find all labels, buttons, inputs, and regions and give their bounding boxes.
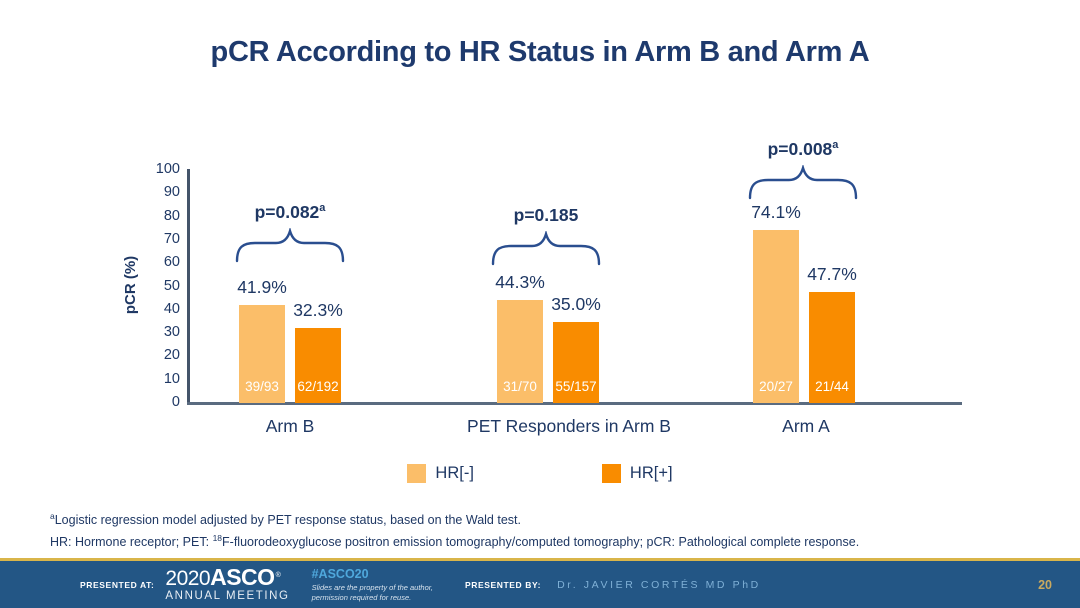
y-axis-tick-label: 80 <box>163 207 180 224</box>
curly-brace-icon <box>235 228 345 263</box>
legend-swatch-hr-negative <box>407 464 427 483</box>
footnote-statistics: aLogistic regression model adjusted by P… <box>50 511 521 528</box>
y-axis-tick-label: 100 <box>155 161 180 177</box>
y-axis-tick-label: 50 <box>163 277 180 294</box>
chart-legend: HR[-] HR[+] <box>0 464 1080 483</box>
footnote-abbreviations: HR: Hormone receptor; PET: 18F-fluorodeo… <box>50 533 860 550</box>
logo-year: 2020 <box>165 567 211 591</box>
bar-fraction-label: 20/27 <box>759 379 793 394</box>
y-axis-tick-label: 30 <box>163 324 180 341</box>
pvalue-label: p=0.185 <box>513 205 579 225</box>
bar-value-label: 32.3% <box>293 299 343 320</box>
legend-item-hr-positive: HR[+] <box>601 464 673 483</box>
presented-at-label: PRESENTED AT: <box>80 579 155 590</box>
bar-fraction-label: 62/192 <box>297 379 339 394</box>
x-axis-line <box>187 402 962 405</box>
y-axis-tick-label: 90 <box>163 184 180 201</box>
y-axis-tick-label: 70 <box>163 230 180 247</box>
legend-item-hr-negative: HR[-] <box>407 464 474 483</box>
x-axis-label-petResponders: PET Responders in Arm B <box>467 416 671 436</box>
bar-armA-hr-negative: 74.1% 20/27 <box>751 202 801 403</box>
bar-value-label: 44.3% <box>495 271 545 292</box>
curly-brace-icon <box>748 165 858 200</box>
y-axis-tick-label: 40 <box>163 300 180 317</box>
pvalue-annotation-petResponders: p=0.185 <box>490 205 602 267</box>
pvalue-label: p=0.008a <box>767 139 839 159</box>
bar-fraction-label: 21/44 <box>815 379 849 394</box>
y-axis-tick-label: 20 <box>163 347 180 364</box>
bar-armB-hr-positive: 32.3% 62/192 <box>293 300 343 403</box>
bar-value-label: 47.7% <box>807 263 857 284</box>
bar-armB-hr-negative: 41.9% 39/93 <box>237 277 287 403</box>
registered-mark-icon: ® <box>275 572 281 580</box>
slide-title: pCR According to HR Status in Arm B and … <box>210 36 870 68</box>
page-number: 20 <box>1038 577 1052 592</box>
y-axis-tick-label: 0 <box>171 394 180 410</box>
curly-brace-icon <box>491 231 601 266</box>
bar-fraction-label: 31/70 <box>503 379 537 394</box>
footer-bar: PRESENTED AT: 2020 ASCO ® ANNUAL MEETING #… <box>0 558 1080 608</box>
x-axis-label-armA: Arm A <box>782 416 830 436</box>
logo-name: ASCO <box>210 564 275 591</box>
bar-value-label: 35.0% <box>551 293 601 314</box>
legend-label: HR[+] <box>629 464 673 482</box>
logo-subtitle: ANNUAL MEETING <box>165 590 290 603</box>
y-axis-tick-label: 60 <box>163 254 180 271</box>
hashtag-block: #ASCO20 Slides are the property of the a… <box>312 567 433 603</box>
hashtag: #ASCO20 <box>311 566 369 581</box>
legend-swatch-hr-positive <box>601 464 621 483</box>
bar-value-label: 41.9% <box>237 277 287 298</box>
bar-petResponders-hr-positive: 35.0% 55/157 <box>551 294 601 403</box>
pvalue-annotation-armA: p=0.008a <box>747 139 859 201</box>
pvalue-label: p=0.082a <box>254 202 326 222</box>
bar-value-label: 74.1% <box>751 202 801 223</box>
bar-petResponders-hr-negative: 44.3% 31/70 <box>495 272 545 403</box>
bar-armA-hr-positive: 47.7% 21/44 <box>807 264 857 403</box>
y-axis-tick-label: 10 <box>163 370 180 387</box>
presented-by-label: PRESENTED BY: <box>464 579 542 590</box>
x-axis-label-armB: Arm B <box>265 416 315 436</box>
pvalue-annotation-armB: p=0.082a <box>234 202 346 264</box>
bar-fraction-label: 39/93 <box>245 379 279 394</box>
presenter-name: Dr. JAVIER CORTÉS MD PhD <box>557 578 761 591</box>
y-axis-line <box>187 169 190 405</box>
bar-fraction-label: 55/157 <box>555 379 597 394</box>
reuse-disclaimer: Slides are the property of the author, p… <box>311 582 433 602</box>
legend-label: HR[-] <box>435 464 474 482</box>
asco-annual-meeting-logo: 2020 ASCO ® ANNUAL MEETING <box>165 566 289 603</box>
